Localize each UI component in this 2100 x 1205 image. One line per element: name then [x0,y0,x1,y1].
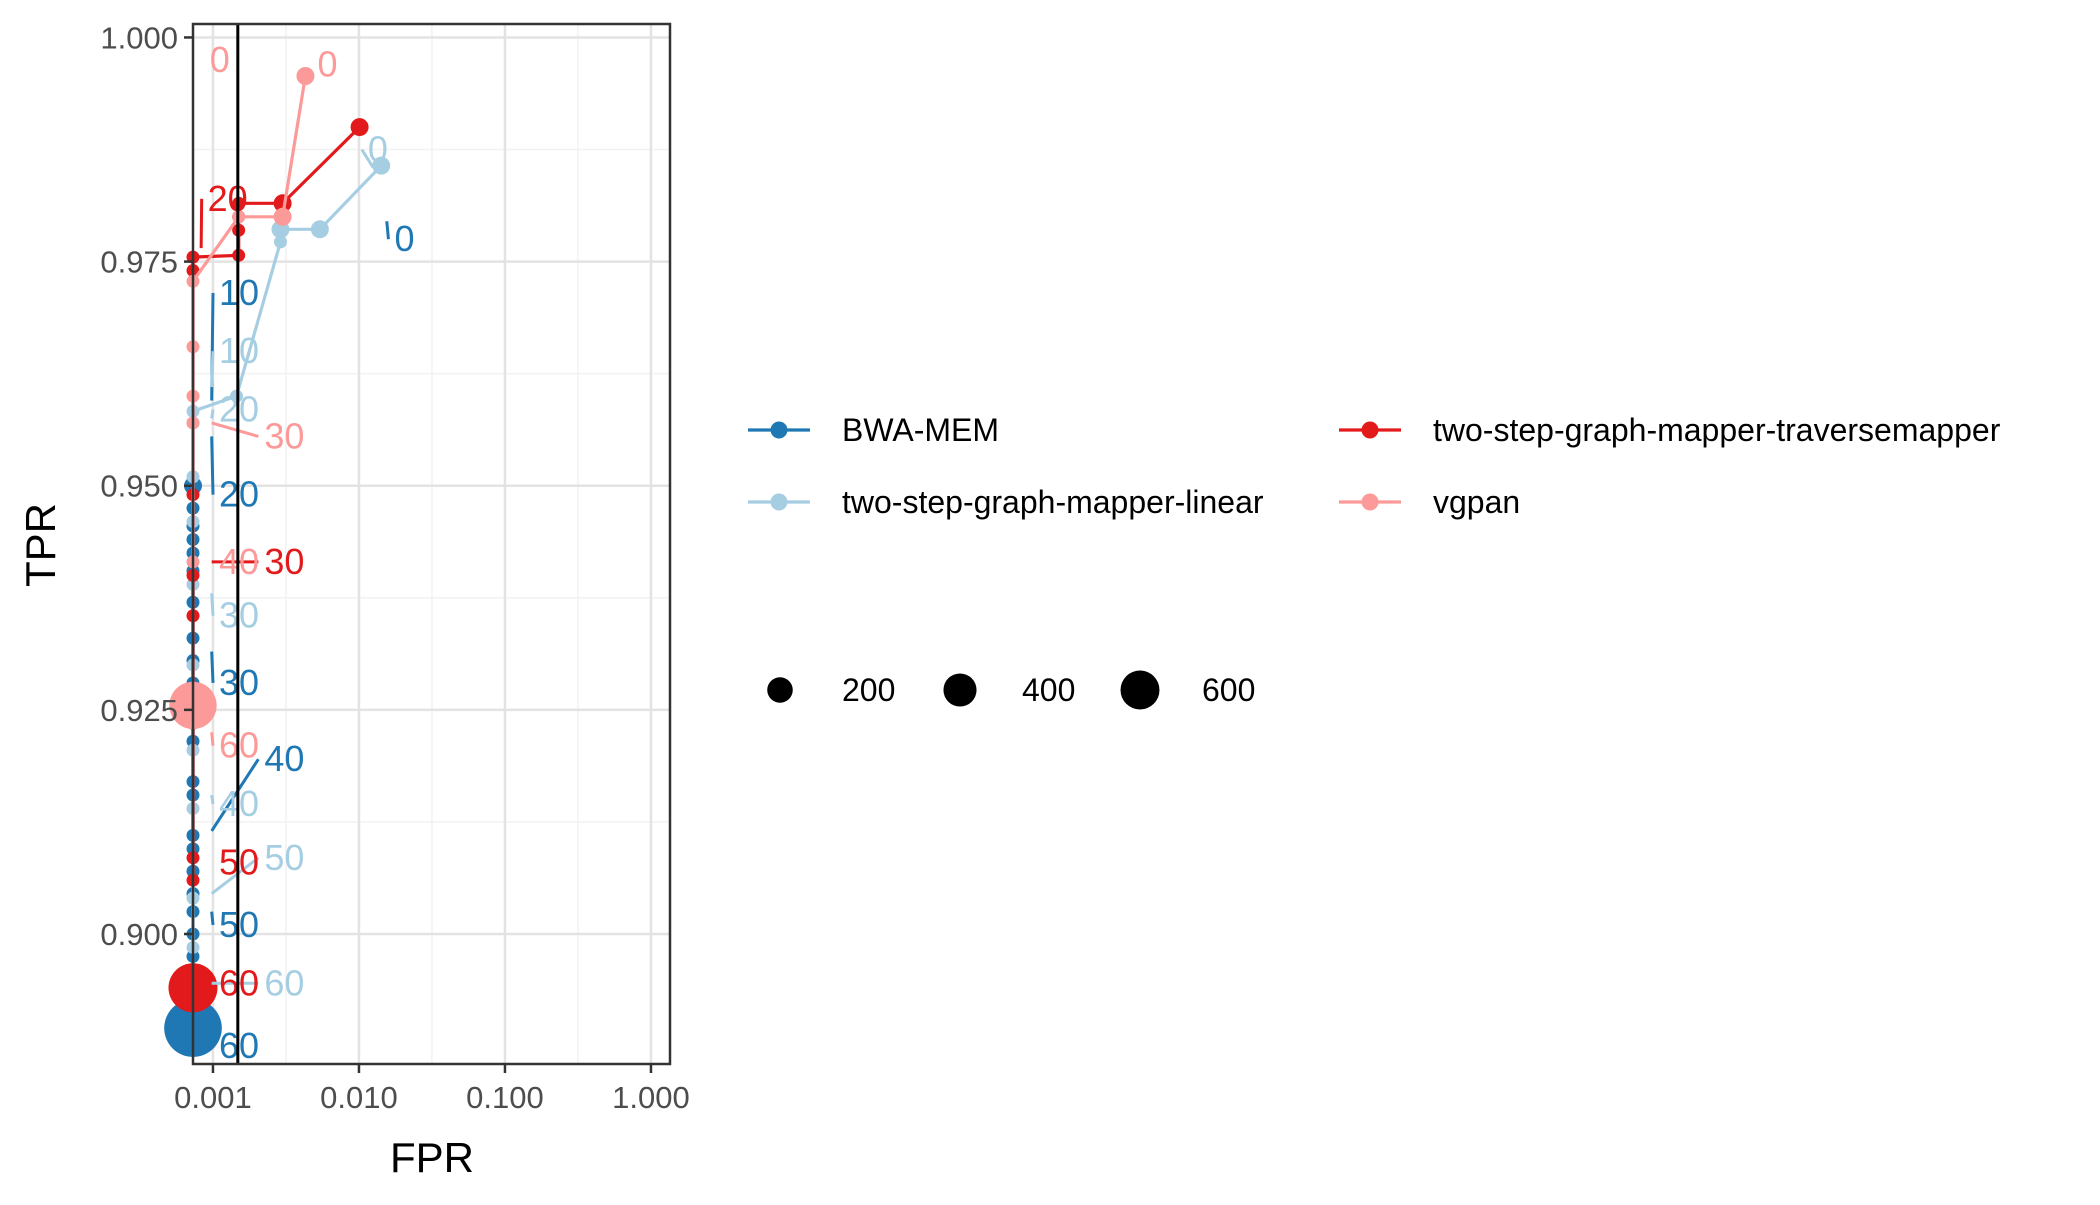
label-segment [210,856,260,895]
grid [193,24,670,1064]
legend: BWA-MEM two-step-graph-mapper-linear two-s… [748,412,2001,710]
data-point [372,156,391,175]
label-segment [210,436,215,495]
label-segment [210,794,215,805]
point-label: 50 [264,837,304,878]
y-axis-title: TPR [17,503,64,587]
label-segment [210,758,260,832]
point-label: 40 [264,738,304,779]
legend-swatch-point [1361,421,1379,439]
size-key [1120,670,1160,710]
data-point [350,118,369,137]
data-point [296,67,315,85]
size-key-label: 400 [1022,672,1075,708]
size-key-label: 600 [1202,672,1255,708]
axes: 0.001 0.010 0.100 1.000 0.900 0.925 0.950 0.975… [100,20,689,1115]
panel-border [191,22,672,1066]
label-segment [211,421,259,438]
point-label: 0 [317,43,337,84]
label-segment [199,198,204,249]
y-tick-label: 1.000 [100,20,178,55]
legend-key [748,421,810,439]
data-point [310,220,329,239]
label-segment [210,593,215,616]
point-label: 30 [264,415,304,456]
label-segment [360,148,375,169]
data-point [273,207,292,226]
point-label: 30 [264,541,304,582]
legend-label: vgpan [1433,484,1520,520]
size-key [767,677,793,703]
legend-label: two-step-graph-mapper-linear [842,484,1264,520]
x-tick-label: 0.010 [320,1080,398,1115]
size-key [943,673,977,707]
label-segment [210,351,215,388]
label-segment [210,409,215,419]
legend-label: BWA-MEM [842,412,999,448]
label-segment [210,732,215,746]
legend-swatch-point [770,421,788,439]
point-label: 0 [394,218,414,259]
point-label: 0 [368,129,388,170]
point-label: 20 [208,178,248,219]
y-tick-label: 0.925 [100,693,178,728]
point-label: 60 [264,962,304,1003]
legend-swatch-point [770,493,788,511]
point-label: 0 [210,39,230,80]
x-tick-label: 1.000 [612,1080,690,1115]
x-tick-label: 0.100 [466,1080,544,1115]
size-key-label: 200 [842,672,895,708]
x-axis-title: FPR [390,1134,474,1181]
y-tick-label: 0.950 [100,469,178,504]
data-point [273,235,287,249]
legend-swatch-point [1361,493,1379,511]
y-tick-label: 0.975 [100,245,178,280]
legend-key [1339,493,1401,511]
label-segment [210,911,215,926]
x-tick-label: 0.001 [174,1080,252,1115]
legend-key [1339,421,1401,439]
label-segment [385,221,390,240]
y-tick-label: 0.900 [100,917,178,952]
legend-label: two-step-graph-mapper-traversemapper [1433,412,2001,448]
legend-key [748,493,810,511]
label-segment [210,651,215,684]
label-segment [210,1028,215,1047]
